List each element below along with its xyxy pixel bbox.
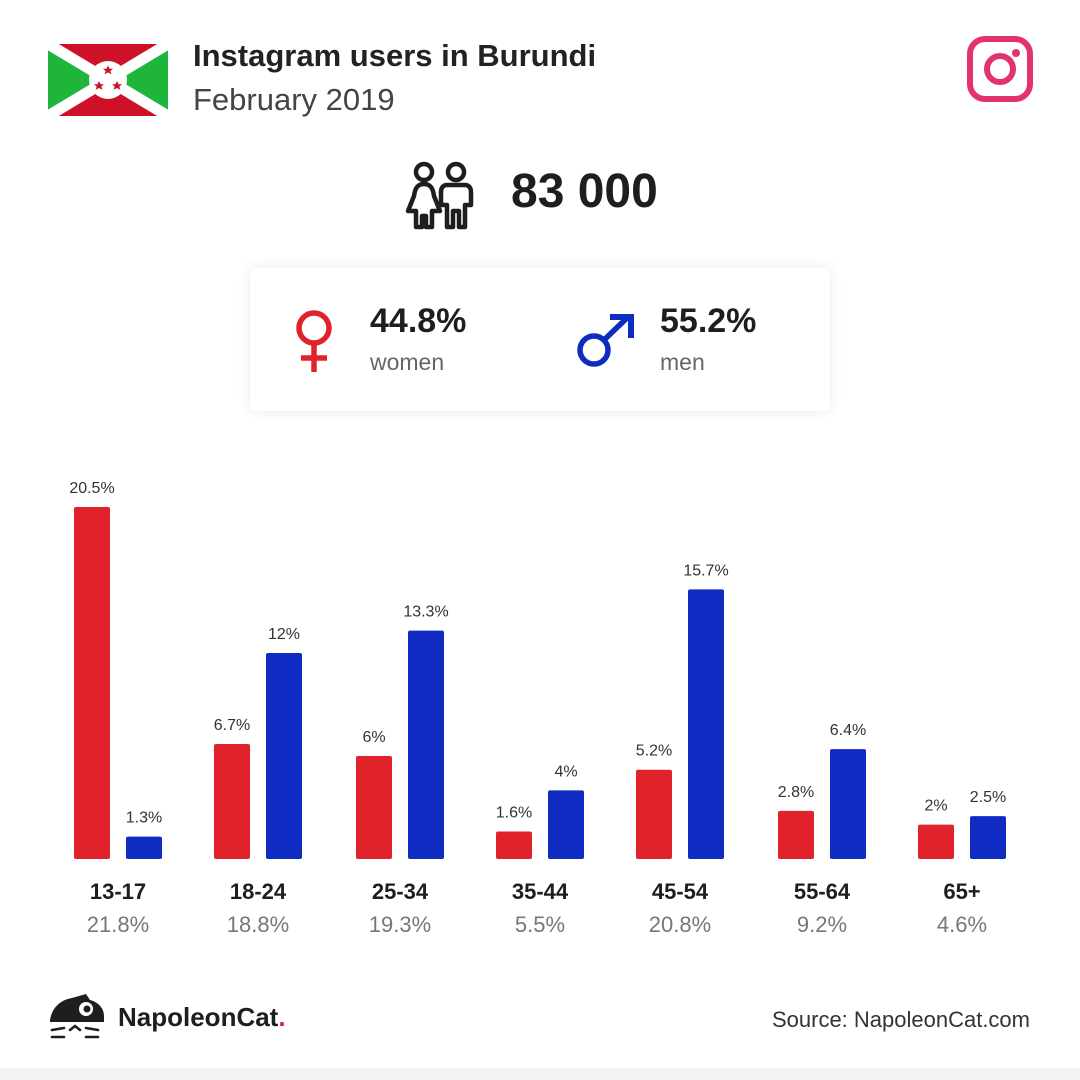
age-group-label: 18-24 <box>230 879 287 904</box>
total-users: 83 000 <box>511 165 658 218</box>
instagram-icon <box>967 36 1033 102</box>
bar-men-55-64 <box>830 749 866 859</box>
bar-men-13-17 <box>126 836 162 859</box>
page-title: Instagram users in Burundi <box>193 38 597 73</box>
age-group-label: 25-34 <box>372 879 429 904</box>
data-label-women-13-17: 20.5% <box>69 480 114 497</box>
brand-dot: . <box>278 1002 286 1032</box>
age-group-total: 19.3% <box>369 912 431 937</box>
women-percent: 44.8% <box>370 302 467 340</box>
age-group-label: 13-17 <box>90 879 146 904</box>
men-label: men <box>660 349 705 375</box>
age-group-label: 65+ <box>943 879 980 904</box>
age-group-label: 55-64 <box>794 879 851 904</box>
data-label-men-55-64: 6.4% <box>830 722 866 739</box>
bar-women-13-17 <box>74 507 110 859</box>
page-subtitle: February 2019 <box>193 82 395 117</box>
age-gender-bar-chart: 20.5% 1.3% 13-17 21.8% 6.7% 12% 18-24 18.8% 6% 13… <box>69 480 1006 937</box>
age-group-total: 20.8% <box>649 912 711 937</box>
female-symbol-icon <box>296 310 332 372</box>
data-label-men-25-34: 13.3% <box>403 604 448 621</box>
brand-name: NapoleonCat. <box>118 1002 286 1033</box>
bar-women-25-34 <box>356 755 392 859</box>
age-group-label: 35-44 <box>512 879 569 904</box>
data-label-men-65+: 2.5% <box>970 789 1006 806</box>
bar-men-25-34 <box>408 630 444 859</box>
age-group-total: 21.8% <box>87 912 149 937</box>
men-percent: 55.2% <box>660 302 757 340</box>
data-label-women-45-54: 5.2% <box>636 743 672 760</box>
brand-text: NapoleonCat <box>118 1002 279 1032</box>
age-group-total: 9.2% <box>797 912 847 937</box>
bar-men-65+ <box>970 816 1006 859</box>
bar-women-18-24 <box>214 743 250 859</box>
data-label-women-35-44: 1.6% <box>496 805 532 822</box>
age-group-total: 4.6% <box>937 912 987 937</box>
napoleoncat-logo-icon <box>50 994 104 1039</box>
data-label-men-35-44: 4% <box>554 763 577 780</box>
data-label-women-25-34: 6% <box>362 729 385 746</box>
bar-men-35-44 <box>548 790 584 859</box>
data-label-women-55-64: 2.8% <box>778 784 814 801</box>
source-credit: Source: NapoleonCat.com <box>771 1007 1030 1032</box>
male-symbol-icon <box>577 314 634 367</box>
bar-men-45-54 <box>688 589 724 859</box>
age-group-label: 45-54 <box>652 879 709 904</box>
women-label: women <box>370 349 445 375</box>
age-group-total: 5.5% <box>515 912 565 937</box>
data-label-men-18-24: 12% <box>268 626 300 643</box>
data-label-women-65+: 2% <box>924 798 947 815</box>
bar-women-55-64 <box>778 810 814 859</box>
bar-women-65+ <box>918 824 954 859</box>
gender-split-card: 44.8% women 55.2% men <box>250 268 830 411</box>
bar-women-35-44 <box>496 831 532 859</box>
bar-women-45-54 <box>636 769 672 859</box>
data-label-men-45-54: 15.7% <box>683 562 728 579</box>
age-group-total: 18.8% <box>227 912 289 937</box>
bar-men-18-24 <box>266 652 302 859</box>
data-label-men-13-17: 1.3% <box>126 810 162 827</box>
footer-strip <box>0 1068 1080 1080</box>
data-label-women-18-24: 6.7% <box>214 717 250 734</box>
people-icon <box>405 161 474 230</box>
burundi-flag-icon <box>48 44 168 116</box>
